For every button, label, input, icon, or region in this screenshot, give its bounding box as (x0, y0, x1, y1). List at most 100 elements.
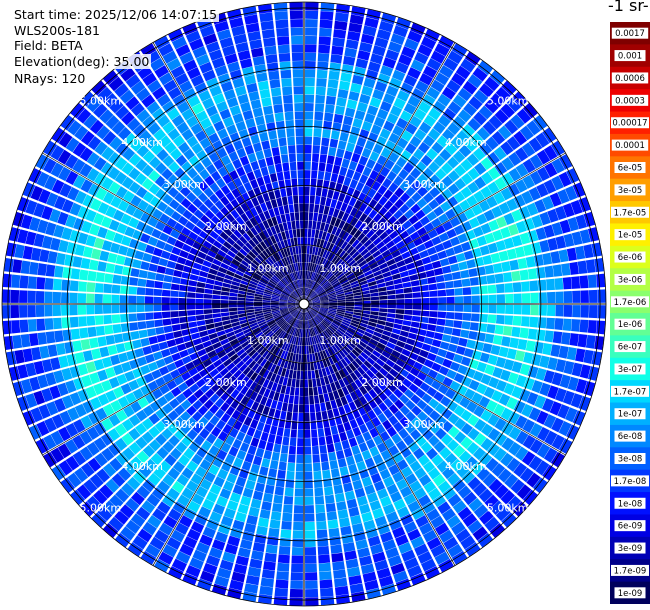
ppi-gate (277, 554, 290, 564)
ppi-ray (60, 304, 304, 493)
ppi-gate (119, 304, 129, 313)
ppi-gate (287, 265, 292, 274)
ppi-gate (285, 333, 291, 342)
ppi-gate (305, 337, 309, 346)
ppi-gate (450, 458, 464, 472)
ppi-gate (181, 435, 193, 447)
ppi-gate (218, 334, 228, 342)
ppi-gate (193, 434, 205, 446)
ppi-gate (392, 471, 404, 483)
ppi-gate (281, 78, 292, 87)
ppi-gate (337, 388, 345, 398)
ppi-gate (100, 432, 114, 447)
ppi-gate (121, 111, 135, 126)
ppi-gate (550, 140, 565, 157)
ppi-gate (315, 187, 322, 197)
ppi-gate (204, 388, 215, 399)
ppi-gate (144, 204, 156, 216)
ppi-gate (154, 420, 167, 433)
colorbar-label-bg (611, 72, 649, 84)
ppi-gate (423, 337, 434, 345)
ppi-gate (501, 422, 514, 436)
ppi-gate (128, 427, 141, 441)
ppi-gate (318, 36, 331, 46)
ppi-gate (305, 329, 308, 338)
ppi-gate (94, 422, 107, 436)
ppi-gate (382, 93, 396, 105)
ppi-gate (264, 45, 277, 56)
ppi-ray (168, 304, 304, 580)
ppi-gate (334, 227, 342, 237)
ppi-gate (243, 343, 252, 352)
ppi-gate (191, 225, 202, 236)
ppi-gate (62, 329, 72, 342)
ppi-gate (489, 70, 505, 86)
ppi-gate (276, 27, 289, 37)
ppi-gate (184, 377, 196, 388)
ppi-gate (223, 371, 233, 381)
ppi-gate (292, 69, 304, 78)
ppi-gate (282, 512, 293, 522)
ppi-gate (207, 273, 217, 280)
ppi-gate (269, 255, 277, 264)
ppi-gate (263, 37, 276, 47)
ppi-gate (244, 14, 259, 25)
ppi-gate (342, 231, 350, 241)
ppi-gate (249, 217, 258, 227)
ppi-gate (369, 246, 379, 255)
ppi-gate (371, 266, 381, 274)
ppi-gate (57, 211, 69, 226)
ppi-gate (206, 518, 219, 531)
ppi-gate (304, 69, 316, 78)
ppi-gate (504, 315, 514, 326)
ppi-gate (170, 283, 180, 291)
ppi-gate (309, 203, 315, 213)
ppi-gate (306, 288, 310, 297)
ppi-gate (280, 293, 289, 298)
ppi-gate (294, 212, 300, 221)
ppi-gate (212, 503, 226, 515)
ppi-gate (284, 324, 291, 332)
ppi-gate (36, 277, 46, 290)
ppi-gate (168, 435, 180, 447)
ppi-gate (332, 407, 340, 418)
ppi-gate (305, 44, 317, 53)
ppi-gate (337, 260, 346, 269)
ppi-gate (166, 260, 177, 269)
azimuth-line (152, 303, 305, 566)
ppi-gate (206, 77, 219, 90)
ppi-gate (420, 365, 431, 375)
ppi-gate (356, 136, 367, 148)
ppi-gate (467, 167, 480, 181)
ppi-gate (233, 177, 243, 188)
ppi-gate (318, 436, 326, 446)
ppi-gate (317, 213, 323, 222)
ppi-gate (328, 336, 336, 345)
ppi-gate (449, 236, 461, 247)
ppi-gate (307, 311, 312, 320)
ppi-gate (386, 341, 396, 350)
ppi-gate (186, 417, 197, 429)
ppi-gate (322, 358, 328, 368)
ppi-ray (304, 4, 351, 304)
ppi-gate (579, 319, 589, 333)
ppi-gate (246, 514, 258, 526)
ppi-gate (562, 390, 575, 406)
ppi-gate (315, 274, 321, 283)
ppi-gate (235, 360, 245, 369)
ppi-gate (372, 551, 386, 563)
ppi-gate (526, 472, 541, 488)
ppi-gate (206, 433, 217, 445)
ppi-gate (280, 321, 288, 329)
ppi-gate (108, 76, 124, 92)
ppi-gate (252, 142, 263, 153)
ppi-gate (411, 179, 422, 191)
ppi-gate (301, 253, 304, 263)
ppi-gate (503, 212, 515, 226)
ppi-gate (279, 305, 288, 308)
ppi-gate (324, 171, 332, 181)
ppi-gate (403, 521, 418, 534)
ppi-gate (463, 304, 472, 313)
ppi-gate (304, 170, 311, 179)
ppi-gate (321, 137, 330, 147)
